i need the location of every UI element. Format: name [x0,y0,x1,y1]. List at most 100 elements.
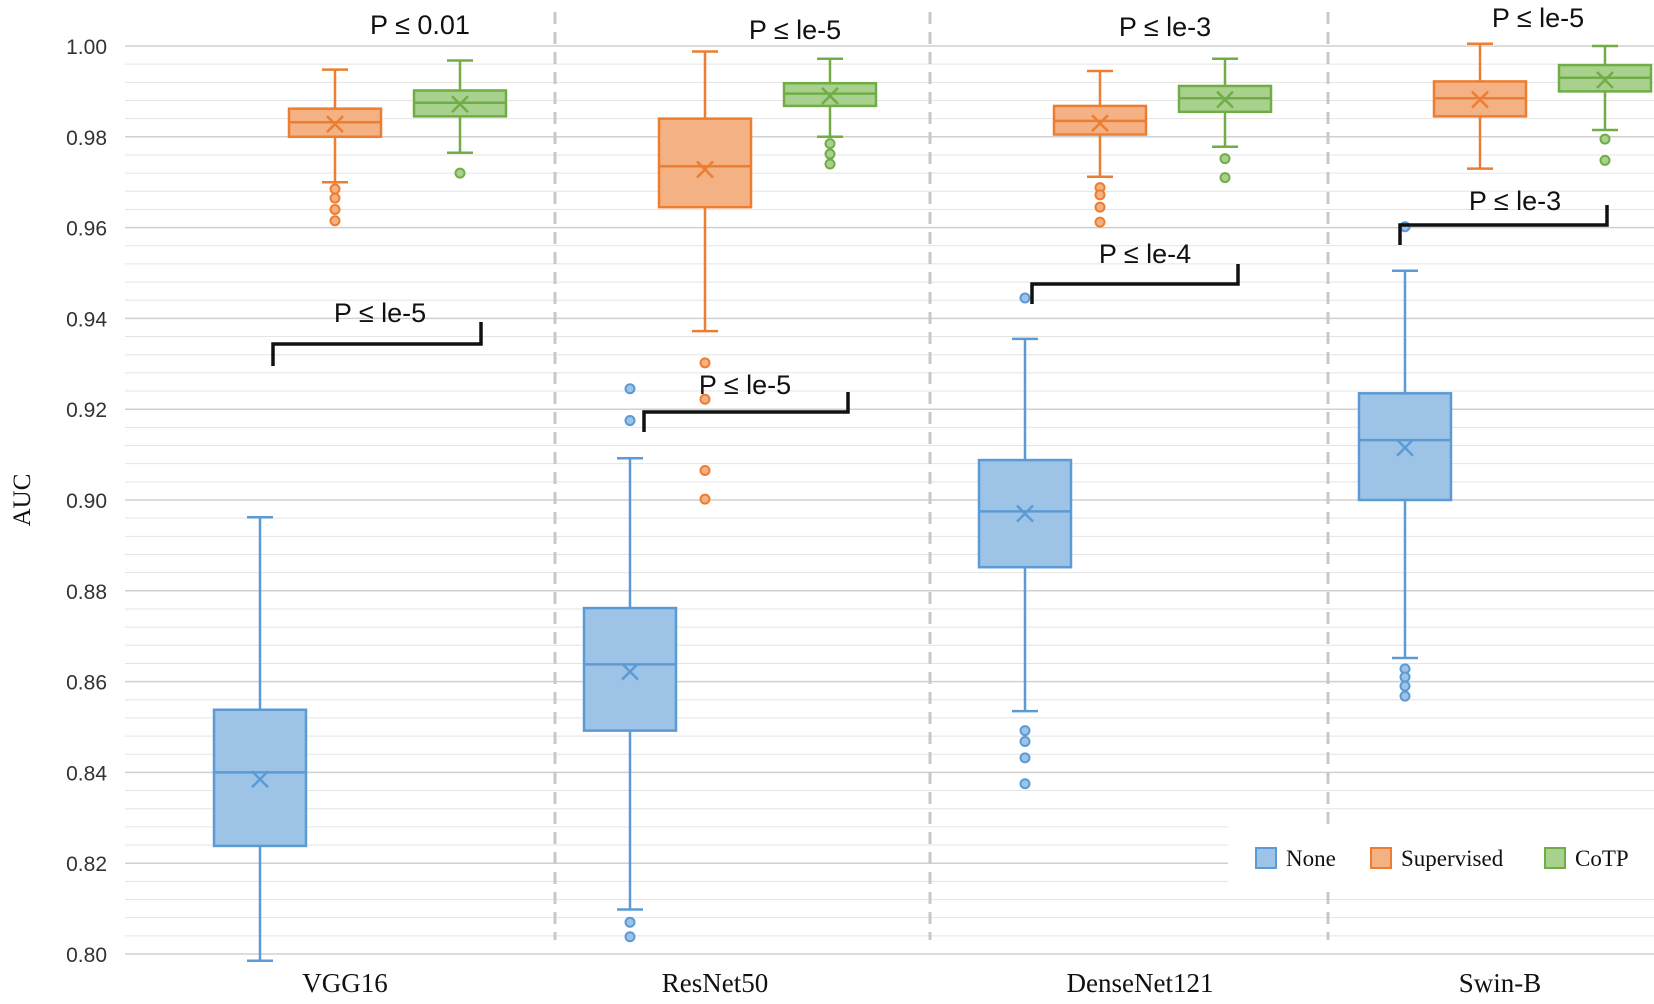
box-supervised-densenet121 [1052,69,1148,228]
significance-bracket [642,392,850,432]
mean-marker [451,95,469,113]
outlier-point [824,158,836,170]
x-category-label: DenseNet121 [1067,968,1214,998]
outlier-point [329,192,341,204]
p-value-label: P ≤ le-5 [1492,3,1584,33]
legend-label: Supervised [1401,846,1504,871]
outlier-point [1399,690,1411,702]
mean-marker [1016,504,1034,523]
outlier-point [699,393,711,405]
legend-label: None [1286,846,1336,871]
y-tick-label: 0.84 [66,762,107,785]
legend-item-none: None [1255,846,1336,871]
p-value-label: P ≤ le-3 [1469,186,1561,216]
outlier-point [624,931,636,943]
box-supervised-resnet50 [657,50,753,505]
y-tick-label: 0.92 [66,399,107,422]
legend-item-supervised: Supervised [1370,846,1504,871]
outlier-point [329,183,341,195]
significance-bracket [1030,264,1240,304]
outlier-point [1219,153,1231,165]
box-none-vgg16 [212,516,308,963]
outlier-point [1019,778,1031,790]
mean-marker [251,770,269,789]
legend-item-cotp: CoTP [1544,846,1629,871]
box-cotp-resnet50 [782,57,878,170]
y-tick-label: 0.82 [66,853,107,876]
outlier-point [1019,752,1031,764]
outlier-point [1019,725,1031,737]
p-value-label: P ≤ 0.01 [370,10,470,40]
p-value-annotation: P ≤ le-5 [1492,3,1584,33]
mean-marker [621,662,639,681]
p-value-annotation: P ≤ le-3 [1119,12,1211,42]
p-value-label: P ≤ le-4 [1099,239,1191,269]
p-value-annotation: P ≤ le-4 [1030,239,1240,304]
significance-annotations: P ≤ 0.01 P ≤ le-5 P ≤ le-5 P ≤ le-5 P ≤ le-3… [271,3,1609,432]
y-tick-label: 0.90 [66,490,107,513]
p-value-annotation: P ≤ le-5 [271,298,483,366]
mean-marker [696,160,714,179]
outlier-point [329,215,341,227]
legend-swatch [1370,847,1392,869]
legend-swatch [1544,847,1566,869]
y-tick-label: 0.94 [66,308,107,331]
mean-marker [1216,90,1234,109]
outlier-point [1019,292,1031,304]
box-cotp-densenet121 [1177,57,1273,184]
p-value-label: P ≤ le-5 [334,298,426,328]
p-value-annotation: P ≤ 0.01 [370,10,470,40]
outlier-point [1399,680,1411,692]
significance-bracket [271,322,483,366]
legend: None Supervised CoTP [1228,826,1654,886]
iqr-box [1357,392,1453,502]
mean-marker [1091,114,1109,133]
p-value-annotation: P ≤ le-5 [749,15,841,45]
outlier-point [624,916,636,928]
outlier-point [1399,671,1411,683]
x-category-label: ResNet50 [662,968,768,998]
grid-lines [125,45,1654,955]
outlier-point [329,203,341,215]
significance-bracket [1398,205,1609,245]
p-value-annotation: P ≤ le-3 [1398,186,1609,245]
box-plots [212,42,1653,963]
outlier-point [1219,172,1231,184]
outlier-point [1094,201,1106,213]
outlier-point [1094,216,1106,228]
outlier-point [699,493,711,505]
mean-marker [1471,90,1489,109]
mean-marker [1396,438,1414,457]
legend-label: CoTP [1575,846,1629,871]
outlier-point [1094,189,1106,201]
mean-marker [326,115,344,133]
p-value-annotation: P ≤ le-5 [642,370,850,432]
y-axis: 0.80 0.82 0.84 0.86 0.88 0.90 0.92 0.94 0.96 0.98… [9,36,1541,998]
outlier-point [824,138,836,150]
outlier-point [1599,154,1611,166]
box-none-resnet50 [582,383,678,943]
mean-marker [821,87,839,105]
outlier-point [1019,736,1031,748]
box-none-densenet121 [977,292,1073,790]
outlier-point [624,383,636,395]
p-value-label: P ≤ le-5 [699,370,791,400]
iqr-box [582,606,678,732]
outlier-point [699,357,711,369]
y-tick-label: 0.86 [66,672,107,695]
box-supervised-vgg16 [287,68,383,227]
y-tick-label: 1.00 [66,36,107,59]
category-separators [553,12,1330,940]
y-tick-label: 0.98 [66,127,107,150]
legend-background [1228,826,1654,886]
y-tick-label: 0.96 [66,218,107,241]
outlier-point [1599,133,1611,145]
outlier-point [454,167,466,179]
legend-swatch [1255,847,1277,869]
box-cotp-swin-b [1557,44,1653,166]
outlier-point [824,148,836,160]
x-category-label: Swin-B [1459,968,1542,998]
iqr-box [657,117,753,209]
y-axis-title: AUC [9,474,36,527]
